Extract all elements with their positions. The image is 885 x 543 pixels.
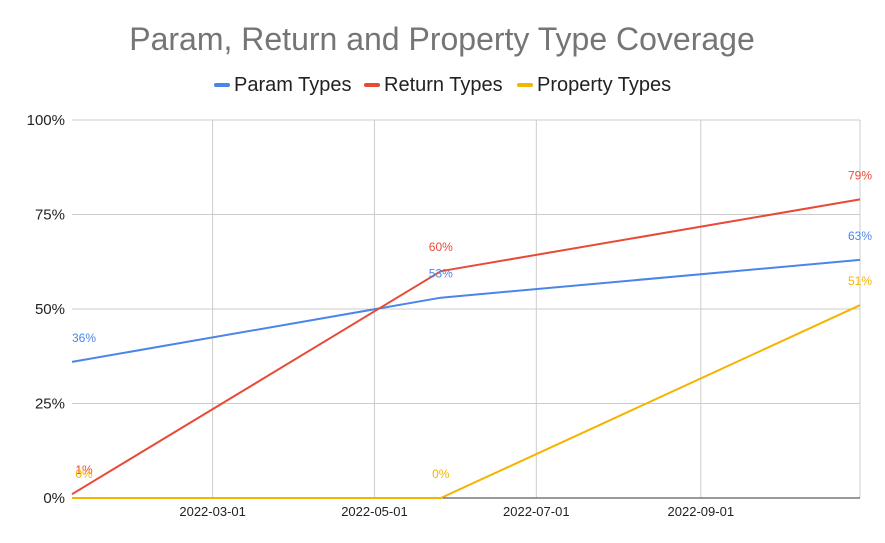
data-label: 0% (432, 467, 450, 481)
data-label: 51% (848, 274, 872, 288)
series-line-param-types (71, 258, 861, 363)
x-tick-label: 2022-05-01 (341, 504, 408, 519)
chart-grid (72, 119, 861, 498)
data-label: 53% (429, 267, 453, 281)
chart-title: Param, Return and Property Type Coverage (129, 21, 755, 57)
chart-series (71, 198, 861, 499)
y-tick-label: 25% (35, 396, 65, 413)
x-tick-label: 2022-03-01 (179, 504, 246, 519)
data-label: 0% (75, 467, 93, 481)
legend-label: Param Types (234, 74, 351, 96)
y-tick-label: 50% (35, 301, 65, 318)
data-label: 60% (429, 240, 453, 254)
y-tick-label: 100% (27, 112, 65, 129)
series-line-return-types (71, 198, 861, 496)
data-label: 1% (75, 463, 93, 477)
chart-axes: 0% 25% 50% 75% 100% 2022-03-01 2022-05-01 2022-… (27, 112, 860, 519)
chart-legend: Param Types Return Types Property Types (214, 74, 671, 96)
y-tick-label: 75% (35, 207, 65, 224)
legend-label: Return Types (384, 74, 503, 96)
x-tick-label: 2022-07-01 (503, 504, 570, 519)
series-line-property-types (72, 304, 861, 499)
chart-data-labels: 36% 53% 63% 1% 60% 79% 0% 0% 51% (72, 168, 872, 481)
legend-label: Property Types (537, 74, 671, 96)
data-label: 36% (72, 331, 96, 345)
x-tick-label: 2022-09-01 (668, 504, 735, 519)
data-label: 63% (848, 229, 872, 243)
data-label: 79% (848, 168, 872, 182)
y-tick-label: 0% (43, 490, 65, 507)
